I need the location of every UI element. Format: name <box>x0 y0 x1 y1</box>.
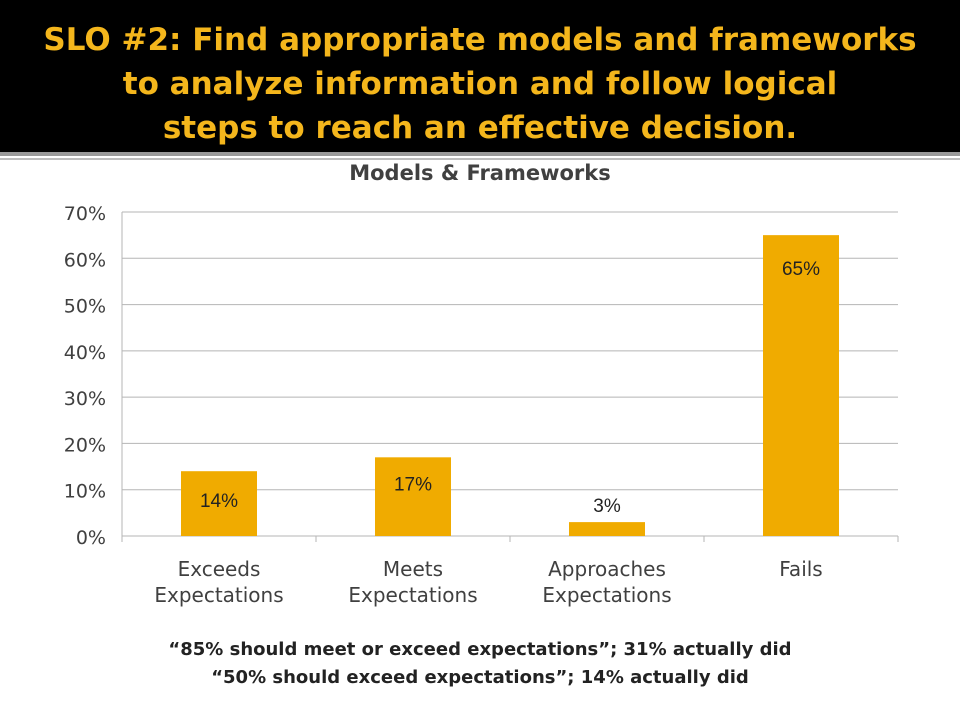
y-tick-label: 20% <box>64 434 106 456</box>
data-label: 17% <box>394 474 432 495</box>
bar-chart: Models & Frameworks 0% 10% 20% 30% 40% 50% 60%… <box>64 161 899 607</box>
x-tick-label: Exceeds <box>178 557 261 581</box>
bar <box>763 235 839 536</box>
x-axis: ExceedsExpectationsMeetsExpectationsAppr… <box>121 536 899 607</box>
y-tick-label: 60% <box>64 249 106 271</box>
data-label: 65% <box>782 259 820 280</box>
y-tick-label: 50% <box>64 296 106 318</box>
title-divider-thin <box>0 158 960 160</box>
footnotes: “85% should meet or exceed expectations”… <box>0 636 960 692</box>
x-tick-label: Meets <box>383 557 443 581</box>
y-tick-label: 40% <box>64 342 106 364</box>
footnote-line-2: “50% should exceed expectations”; 14% ac… <box>211 667 749 688</box>
y-tick-label: 0% <box>76 527 106 549</box>
chart-title: Models & Frameworks <box>349 161 611 185</box>
bar <box>569 522 645 536</box>
bars <box>181 235 839 536</box>
y-axis: 0% 10% 20% 30% 40% 50% 60% 70% <box>64 203 106 549</box>
slide-title: SLO #2: Find appropriate models and fram… <box>0 18 960 150</box>
slide-title-line-2: to analyze information and follow logica… <box>122 66 838 102</box>
slide-title-line-1: SLO #2: Find appropriate models and fram… <box>43 22 917 58</box>
data-label: 3% <box>593 496 621 517</box>
x-tick-label: Fails <box>779 557 822 581</box>
bar <box>375 457 451 536</box>
y-tick-label: 10% <box>64 481 106 503</box>
title-divider <box>0 152 960 156</box>
footnote-line-1: “85% should meet or exceed expectations”… <box>168 639 792 660</box>
slide-title-line-3: steps to reach an effective decision. <box>162 110 798 146</box>
y-tick-label: 30% <box>64 388 106 410</box>
x-tick-label: Expectations <box>542 583 671 607</box>
data-label: 14% <box>200 491 238 512</box>
x-tick-label: Expectations <box>348 583 477 607</box>
y-tick-label: 70% <box>64 203 106 225</box>
bar <box>181 471 257 536</box>
title-band <box>0 0 960 152</box>
x-tick-label: Expectations <box>154 583 283 607</box>
data-labels: 14% 17% 3% 65% <box>200 259 820 517</box>
x-tick-label: Approaches <box>548 557 666 581</box>
